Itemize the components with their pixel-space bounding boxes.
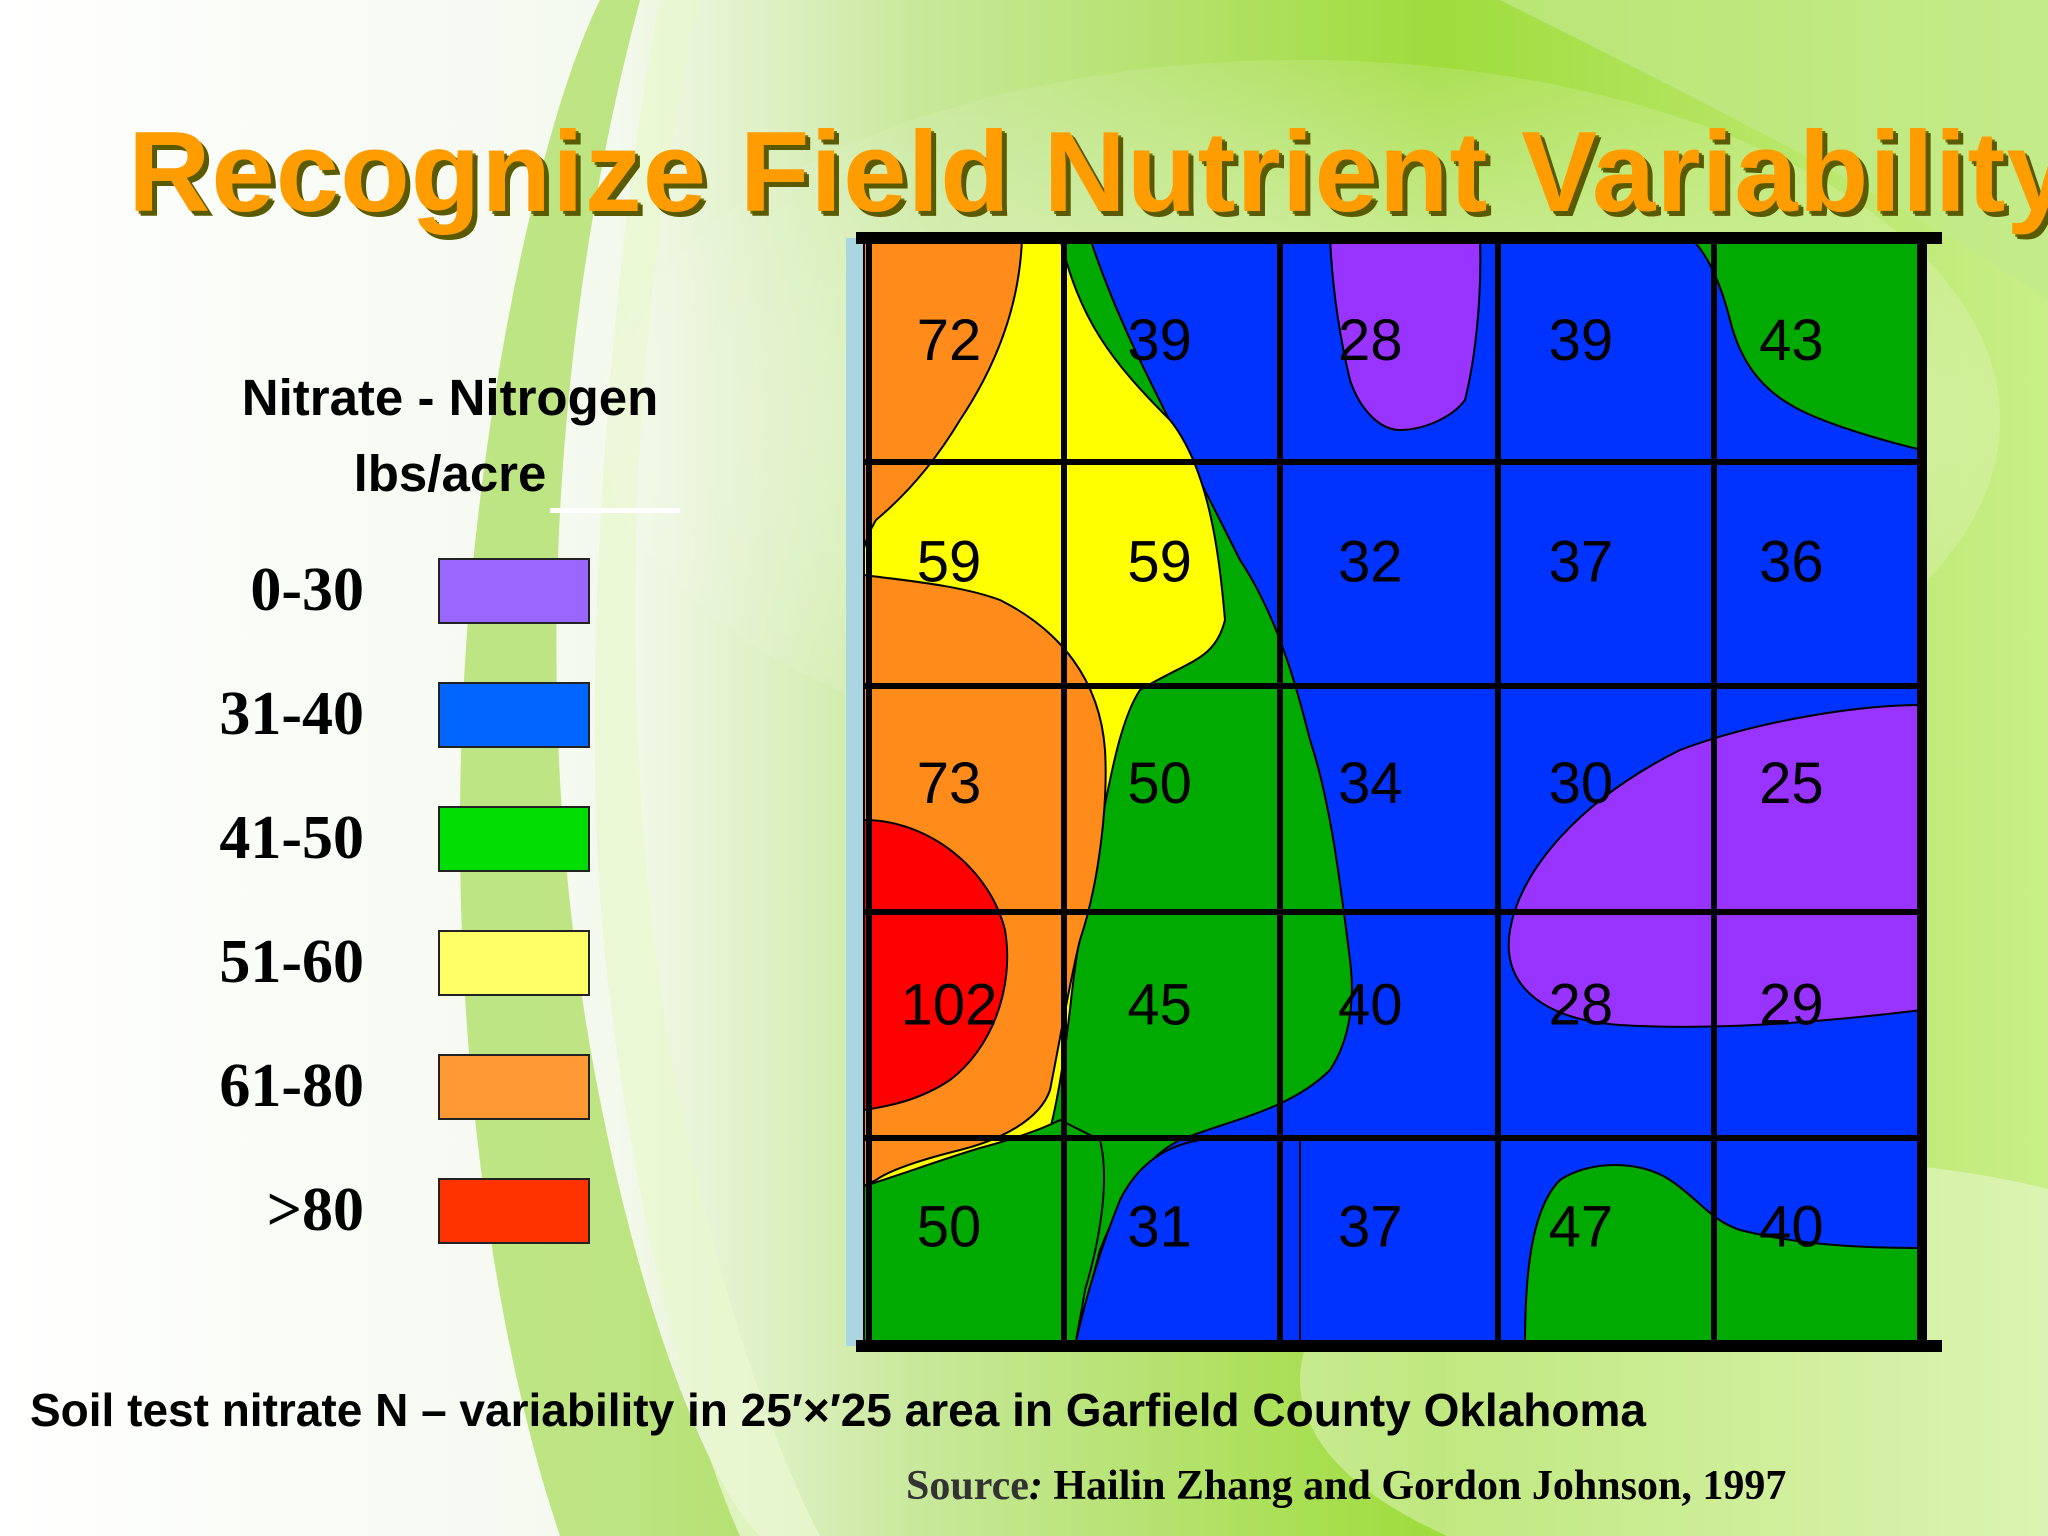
cell-value-r3-c5: 25 bbox=[1759, 751, 1824, 816]
zone-gt-80 bbox=[863, 818, 1009, 1112]
legend-label: 31-40 bbox=[219, 680, 364, 748]
legend-label: 0-30 bbox=[250, 556, 364, 624]
legend-underline bbox=[550, 508, 680, 513]
zone-31-40-bottom bbox=[1073, 1139, 1301, 1347]
legend-title-line2: lbs/acre bbox=[353, 445, 547, 502]
cell-value-r1-c1: 72 bbox=[917, 308, 982, 373]
legend-item-61-80: 61-80 bbox=[0, 1046, 620, 1126]
cell-value-r5-c2: 31 bbox=[1127, 1194, 1192, 1259]
cell-value-r2-c5: 36 bbox=[1759, 529, 1824, 594]
legend-label: 61-80 bbox=[219, 1052, 364, 1120]
legend-label: >80 bbox=[266, 1176, 364, 1244]
slide-title: Recognize Field Nutrient Variability bbox=[128, 109, 2048, 236]
chart-caption: Soil test nitrate N – variability in 25′… bbox=[30, 1384, 1646, 1436]
legend-title-line1: Nitrate - Nitrogen bbox=[241, 369, 659, 426]
cell-value-r2-c1: 59 bbox=[917, 529, 982, 594]
cell-value-r3-c3: 34 bbox=[1338, 751, 1403, 816]
cell-value-labels: 72 39 28 39 43 59 59 32 37 36 73 50 34 30 25 102 45 40 28 2… bbox=[901, 308, 1824, 1259]
legend-swatch bbox=[438, 1178, 590, 1244]
cell-value-r4-c2: 45 bbox=[1127, 973, 1192, 1038]
legend-item-gt-80: >80 bbox=[0, 1170, 620, 1250]
cell-value-r2-c2: 59 bbox=[1127, 529, 1192, 594]
cell-value-r2-c4: 37 bbox=[1549, 529, 1614, 594]
legend-swatch bbox=[438, 682, 590, 748]
map-left-edge bbox=[846, 238, 864, 1346]
zone-0-30-top bbox=[1328, 237, 1482, 432]
source-citation: Source: Hailin Zhang and Gordon Johnson,… bbox=[906, 1458, 2006, 1514]
legend-swatch bbox=[438, 558, 590, 624]
cell-value-r3-c2: 50 bbox=[1127, 751, 1192, 816]
contour-zones bbox=[863, 237, 1923, 1347]
cell-value-r4-c5: 29 bbox=[1759, 973, 1824, 1038]
cell-value-r5-c5: 40 bbox=[1759, 1194, 1824, 1259]
source-colon: : bbox=[1028, 1463, 1043, 1509]
legend-title: Nitrate - Nitrogen lbs/acre bbox=[190, 360, 710, 512]
legend-swatch bbox=[438, 806, 590, 872]
legend-label: 51-60 bbox=[219, 928, 364, 996]
legend-item-0-30: 0-30 bbox=[0, 550, 620, 630]
cell-value-r5-c4: 47 bbox=[1549, 1194, 1614, 1259]
cell-value-r1-c3: 28 bbox=[1338, 308, 1403, 373]
legend-swatch bbox=[438, 930, 590, 996]
legend-item-51-60: 51-60 bbox=[0, 922, 620, 1002]
cell-value-r4-c4: 28 bbox=[1549, 973, 1614, 1038]
legend-swatch bbox=[438, 1054, 590, 1120]
cell-value-r3-c1: 73 bbox=[917, 751, 982, 816]
zone-41-50-bottom-right bbox=[1523, 1164, 1923, 1347]
cell-value-r4-c3: 40 bbox=[1338, 973, 1403, 1038]
map-grid bbox=[856, 232, 1942, 1352]
cell-value-r4-c1: 102 bbox=[901, 973, 998, 1038]
legend-item-31-40: 31-40 bbox=[0, 674, 620, 754]
source-label: Source bbox=[906, 1463, 1029, 1509]
cell-value-r1-c2: 39 bbox=[1127, 308, 1192, 373]
source-text: Hailin Zhang and Gordon Johnson, 1997 bbox=[1042, 1463, 1787, 1509]
cell-value-r1-c5: 43 bbox=[1759, 308, 1824, 373]
cell-value-r1-c4: 39 bbox=[1549, 308, 1614, 373]
legend-label: 41-50 bbox=[219, 804, 364, 872]
cell-value-r2-c3: 32 bbox=[1338, 529, 1403, 594]
legend-item-41-50: 41-50 bbox=[0, 798, 620, 878]
cell-value-r5-c3: 37 bbox=[1338, 1194, 1403, 1259]
cell-value-r3-c4: 30 bbox=[1549, 751, 1614, 816]
cell-value-r5-c1: 50 bbox=[917, 1194, 982, 1259]
